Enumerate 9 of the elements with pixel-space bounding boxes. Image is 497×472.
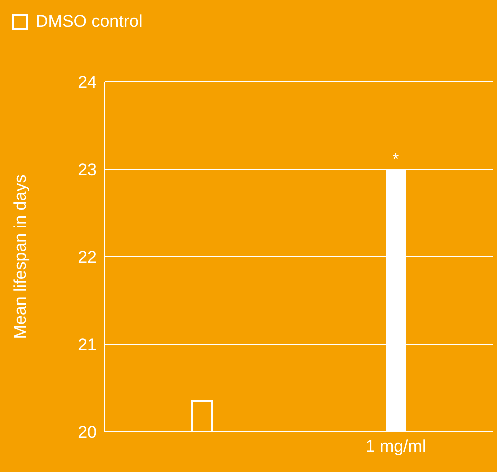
y-axis-title: Mean lifespan in days — [11, 174, 30, 340]
legend-label: DMSO control — [36, 12, 143, 32]
x-tick-label: 1 mg/ml — [366, 437, 426, 456]
annotation: * — [392, 152, 400, 168]
y-tick-label: 21 — [78, 336, 97, 355]
y-tick-label: 22 — [78, 248, 97, 268]
y-tick-label: 23 — [78, 160, 97, 180]
y-tick-label: 24 — [78, 73, 97, 92]
y-tick-label: 20 — [78, 423, 97, 442]
